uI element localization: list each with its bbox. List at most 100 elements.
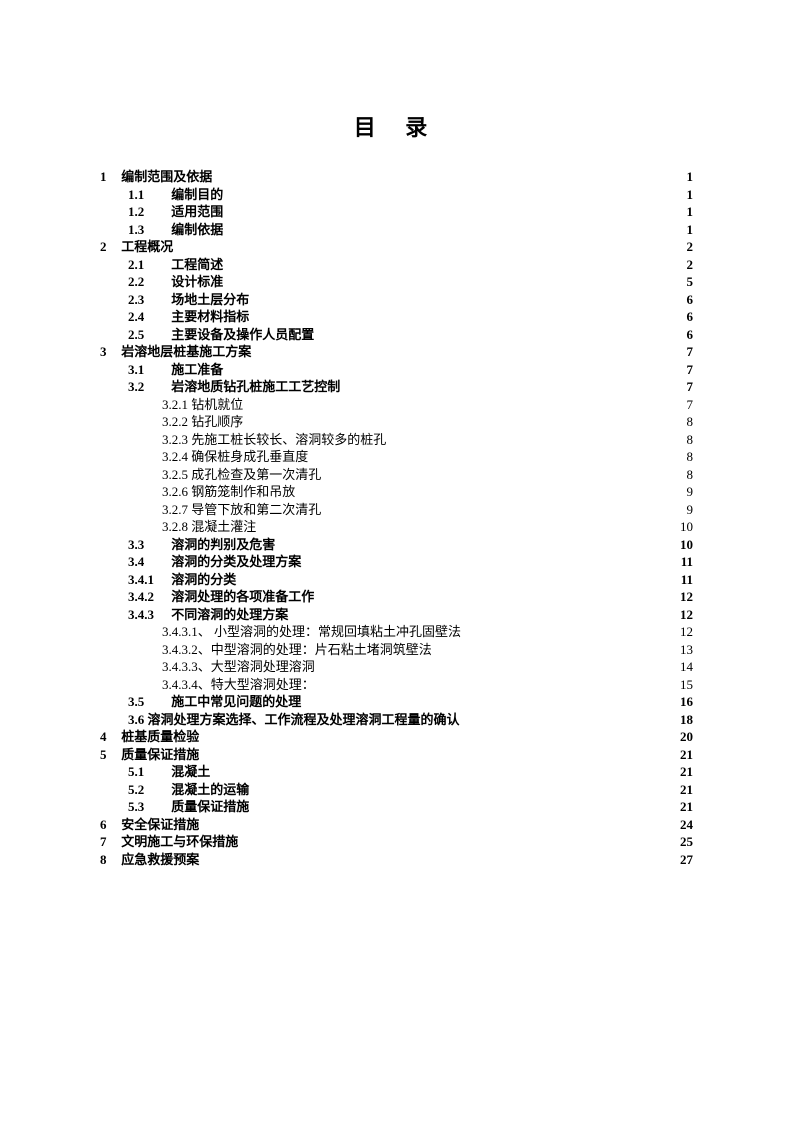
- toc-entry-page: 7: [687, 345, 694, 358]
- toc-entry-page: 1: [687, 205, 694, 218]
- toc-entry-page: 12: [680, 608, 693, 621]
- toc-list: 1 编制范围及依据11.1 编制目的11.2 适用范围11.3 编制依据12 工…: [100, 170, 693, 866]
- toc-entry: 3.5 施工中常见问题的处理16: [100, 695, 693, 708]
- toc-entry-page: 9: [687, 503, 694, 516]
- toc-entry-text: 适用范围: [171, 204, 223, 219]
- toc-entry: 3.3 溶洞的判别及危害 10: [100, 538, 693, 551]
- toc-entry-number: 1.2: [128, 205, 168, 218]
- toc-entry-number: 3.4.2: [128, 590, 168, 603]
- toc-entry-number: 3.5: [128, 695, 168, 708]
- toc-entry-page: 10: [680, 538, 693, 551]
- toc-entry-page: 14: [680, 660, 693, 673]
- toc-entry-label: 3.4.3.3、大型溶洞处理溶洞: [162, 660, 315, 673]
- toc-entry: 3.2 岩溶地质钻孔桩施工工艺控制7: [100, 380, 693, 393]
- toc-entry-text: 3.2.6 钢筋笼制作和吊放: [162, 484, 295, 499]
- toc-entry-number: 4: [100, 730, 118, 743]
- toc-entry-label: 1.1 编制目的: [128, 188, 223, 201]
- toc-entry-label: 2.5 主要设备及操作人员配置: [128, 328, 314, 341]
- toc-entry-label: 3.5 施工中常见问题的处理: [128, 695, 301, 708]
- toc-entry-text: 3.2.4 确保桩身成孔垂直度: [162, 449, 308, 464]
- toc-entry-label: 3 岩溶地层桩基施工方案: [100, 345, 251, 358]
- toc-entry-text: 3.4.3.3、大型溶洞处理溶洞: [162, 659, 315, 674]
- toc-entry: 3.2.2 钻孔顺序8: [100, 415, 693, 428]
- toc-entry-label: 1.2 适用范围: [128, 205, 223, 218]
- toc-entry-number: 3.3: [128, 538, 168, 551]
- toc-page: 目 录 1 编制范围及依据11.1 编制目的11.2 适用范围11.3 编制依据…: [0, 0, 793, 950]
- toc-entry-text: 编制目的: [171, 187, 223, 202]
- toc-entry-text: 3.2.7 导管下放和第二次清孔: [162, 502, 321, 517]
- toc-entry-page: 6: [687, 328, 694, 341]
- toc-entry-label: 2.3 场地土层分布: [128, 293, 249, 306]
- toc-entry-page: 1: [687, 188, 694, 201]
- toc-entry-label: 1.3 编制依据: [128, 223, 223, 236]
- toc-entry-label: 3.2.8 混凝土灌注: [162, 520, 256, 533]
- toc-entry: 3.2.1 钻机就位7: [100, 398, 693, 411]
- toc-entry-number: 3.4: [128, 555, 168, 568]
- toc-entry: 2.1 工程简述2: [100, 258, 693, 271]
- toc-entry: 1 编制范围及依据1: [100, 170, 693, 183]
- toc-entry-page: 7: [687, 363, 694, 376]
- toc-entry-page: 8: [687, 415, 694, 428]
- toc-entry-label: 5.2 混凝土的运输: [128, 783, 249, 796]
- toc-entry-label: 3.4.2 溶洞处理的各项准备工作: [128, 590, 314, 603]
- toc-entry-number: 1.1: [128, 188, 168, 201]
- toc-entry: 1.1 编制目的 1: [100, 188, 693, 201]
- toc-entry-text: 岩溶地层桩基施工方案: [121, 344, 251, 359]
- toc-entry: 3.4.3 不同溶洞的处理方案 12: [100, 608, 693, 621]
- toc-entry-label: 5.3 质量保证措施: [128, 800, 249, 813]
- toc-entry-number: 5.1: [128, 765, 168, 778]
- toc-entry-text: 施工准备: [171, 362, 223, 377]
- toc-entry-text: 编制依据: [171, 222, 223, 237]
- toc-entry: 3.4.3.4、特大型溶洞处理： 15: [100, 678, 693, 691]
- toc-entry: 2.5 主要设备及操作人员配置 6: [100, 328, 693, 341]
- toc-entry-number: 3.2: [128, 380, 168, 393]
- toc-entry-number: 3.1: [128, 363, 168, 376]
- toc-entry-label: 7 文明施工与环保措施: [100, 835, 238, 848]
- toc-entry-label: 3.4.3 不同溶洞的处理方案: [128, 608, 288, 621]
- toc-entry-text: 质量保证措施: [121, 747, 199, 762]
- toc-entry-text: 溶洞的判别及危害: [171, 537, 275, 552]
- toc-entry-label: 3.6 溶洞处理方案选择、工作流程及处理溶洞工程量的确认: [128, 713, 460, 726]
- toc-entry-page: 2: [687, 258, 694, 271]
- toc-entry: 3.2.4 确保桩身成孔垂直度 8: [100, 450, 693, 463]
- toc-entry-number: 8: [100, 853, 118, 866]
- toc-entry-label: 3.4.1 溶洞的分类: [128, 573, 236, 586]
- toc-entry-label: 3.4.3.1、 小型溶洞的处理：常规回填粘土冲孔固壁法: [162, 625, 461, 638]
- toc-entry-number: 3: [100, 345, 118, 358]
- toc-entry-text: 混凝土的运输: [171, 782, 249, 797]
- toc-entry-page: 2: [687, 240, 694, 253]
- toc-entry: 3.4.2 溶洞处理的各项准备工作 12: [100, 590, 693, 603]
- toc-entry-page: 21: [680, 748, 693, 761]
- toc-entry: 3.4.3.2、中型溶洞的处理：片石粘土堵洞筑壁法 13: [100, 643, 693, 656]
- toc-entry: 3.2.3 先施工桩长较长、溶洞较多的桩孔 8: [100, 433, 693, 446]
- toc-entry-number: 2: [100, 240, 118, 253]
- toc-entry-label: 2.4 主要材料指标: [128, 310, 249, 323]
- toc-entry-label: 3.4.3.2、中型溶洞的处理：片石粘土堵洞筑壁法: [162, 643, 432, 656]
- toc-entry-page: 12: [680, 590, 693, 603]
- toc-entry-text: 溶洞的分类: [171, 572, 236, 587]
- toc-entry-page: 10: [680, 520, 693, 533]
- toc-entry-text: 施工中常见问题的处理: [171, 694, 301, 709]
- toc-entry: 4 桩基质量检验 20: [100, 730, 693, 743]
- toc-entry-number: 2.2: [128, 275, 168, 288]
- toc-entry-page: 5: [687, 275, 694, 288]
- toc-entry: 5 质量保证措施21: [100, 748, 693, 761]
- toc-entry: 3.2.5 成孔检查及第一次清孔 8: [100, 468, 693, 481]
- toc-entry-page: 20: [680, 730, 693, 743]
- toc-entry: 2.3 场地土层分布 6: [100, 293, 693, 306]
- toc-entry-text: 溶洞的分类及处理方案: [171, 554, 301, 569]
- toc-entry: 3.4.3.1、 小型溶洞的处理：常规回填粘土冲孔固壁法 12: [100, 625, 693, 638]
- toc-entry-text: 设计标准: [171, 274, 223, 289]
- toc-entry-label: 3.2.4 确保桩身成孔垂直度: [162, 450, 308, 463]
- toc-entry-text: 3.2.5 成孔检查及第一次清孔: [162, 467, 321, 482]
- toc-entry-page: 21: [680, 800, 693, 813]
- toc-entry-label: 3.4 溶洞的分类及处理方案: [128, 555, 301, 568]
- toc-entry: 3.2.7 导管下放和第二次清孔 9: [100, 503, 693, 516]
- toc-entry-page: 1: [687, 170, 694, 183]
- toc-entry-page: 15: [680, 678, 693, 691]
- toc-entry-text: 应急救援预案: [121, 852, 199, 867]
- toc-entry-label: 4 桩基质量检验: [100, 730, 199, 743]
- toc-entry-text: 3.6 溶洞处理方案选择、工作流程及处理溶洞工程量的确认: [128, 712, 460, 727]
- toc-entry-page: 6: [687, 293, 694, 306]
- toc-entry-page: 18: [680, 713, 693, 726]
